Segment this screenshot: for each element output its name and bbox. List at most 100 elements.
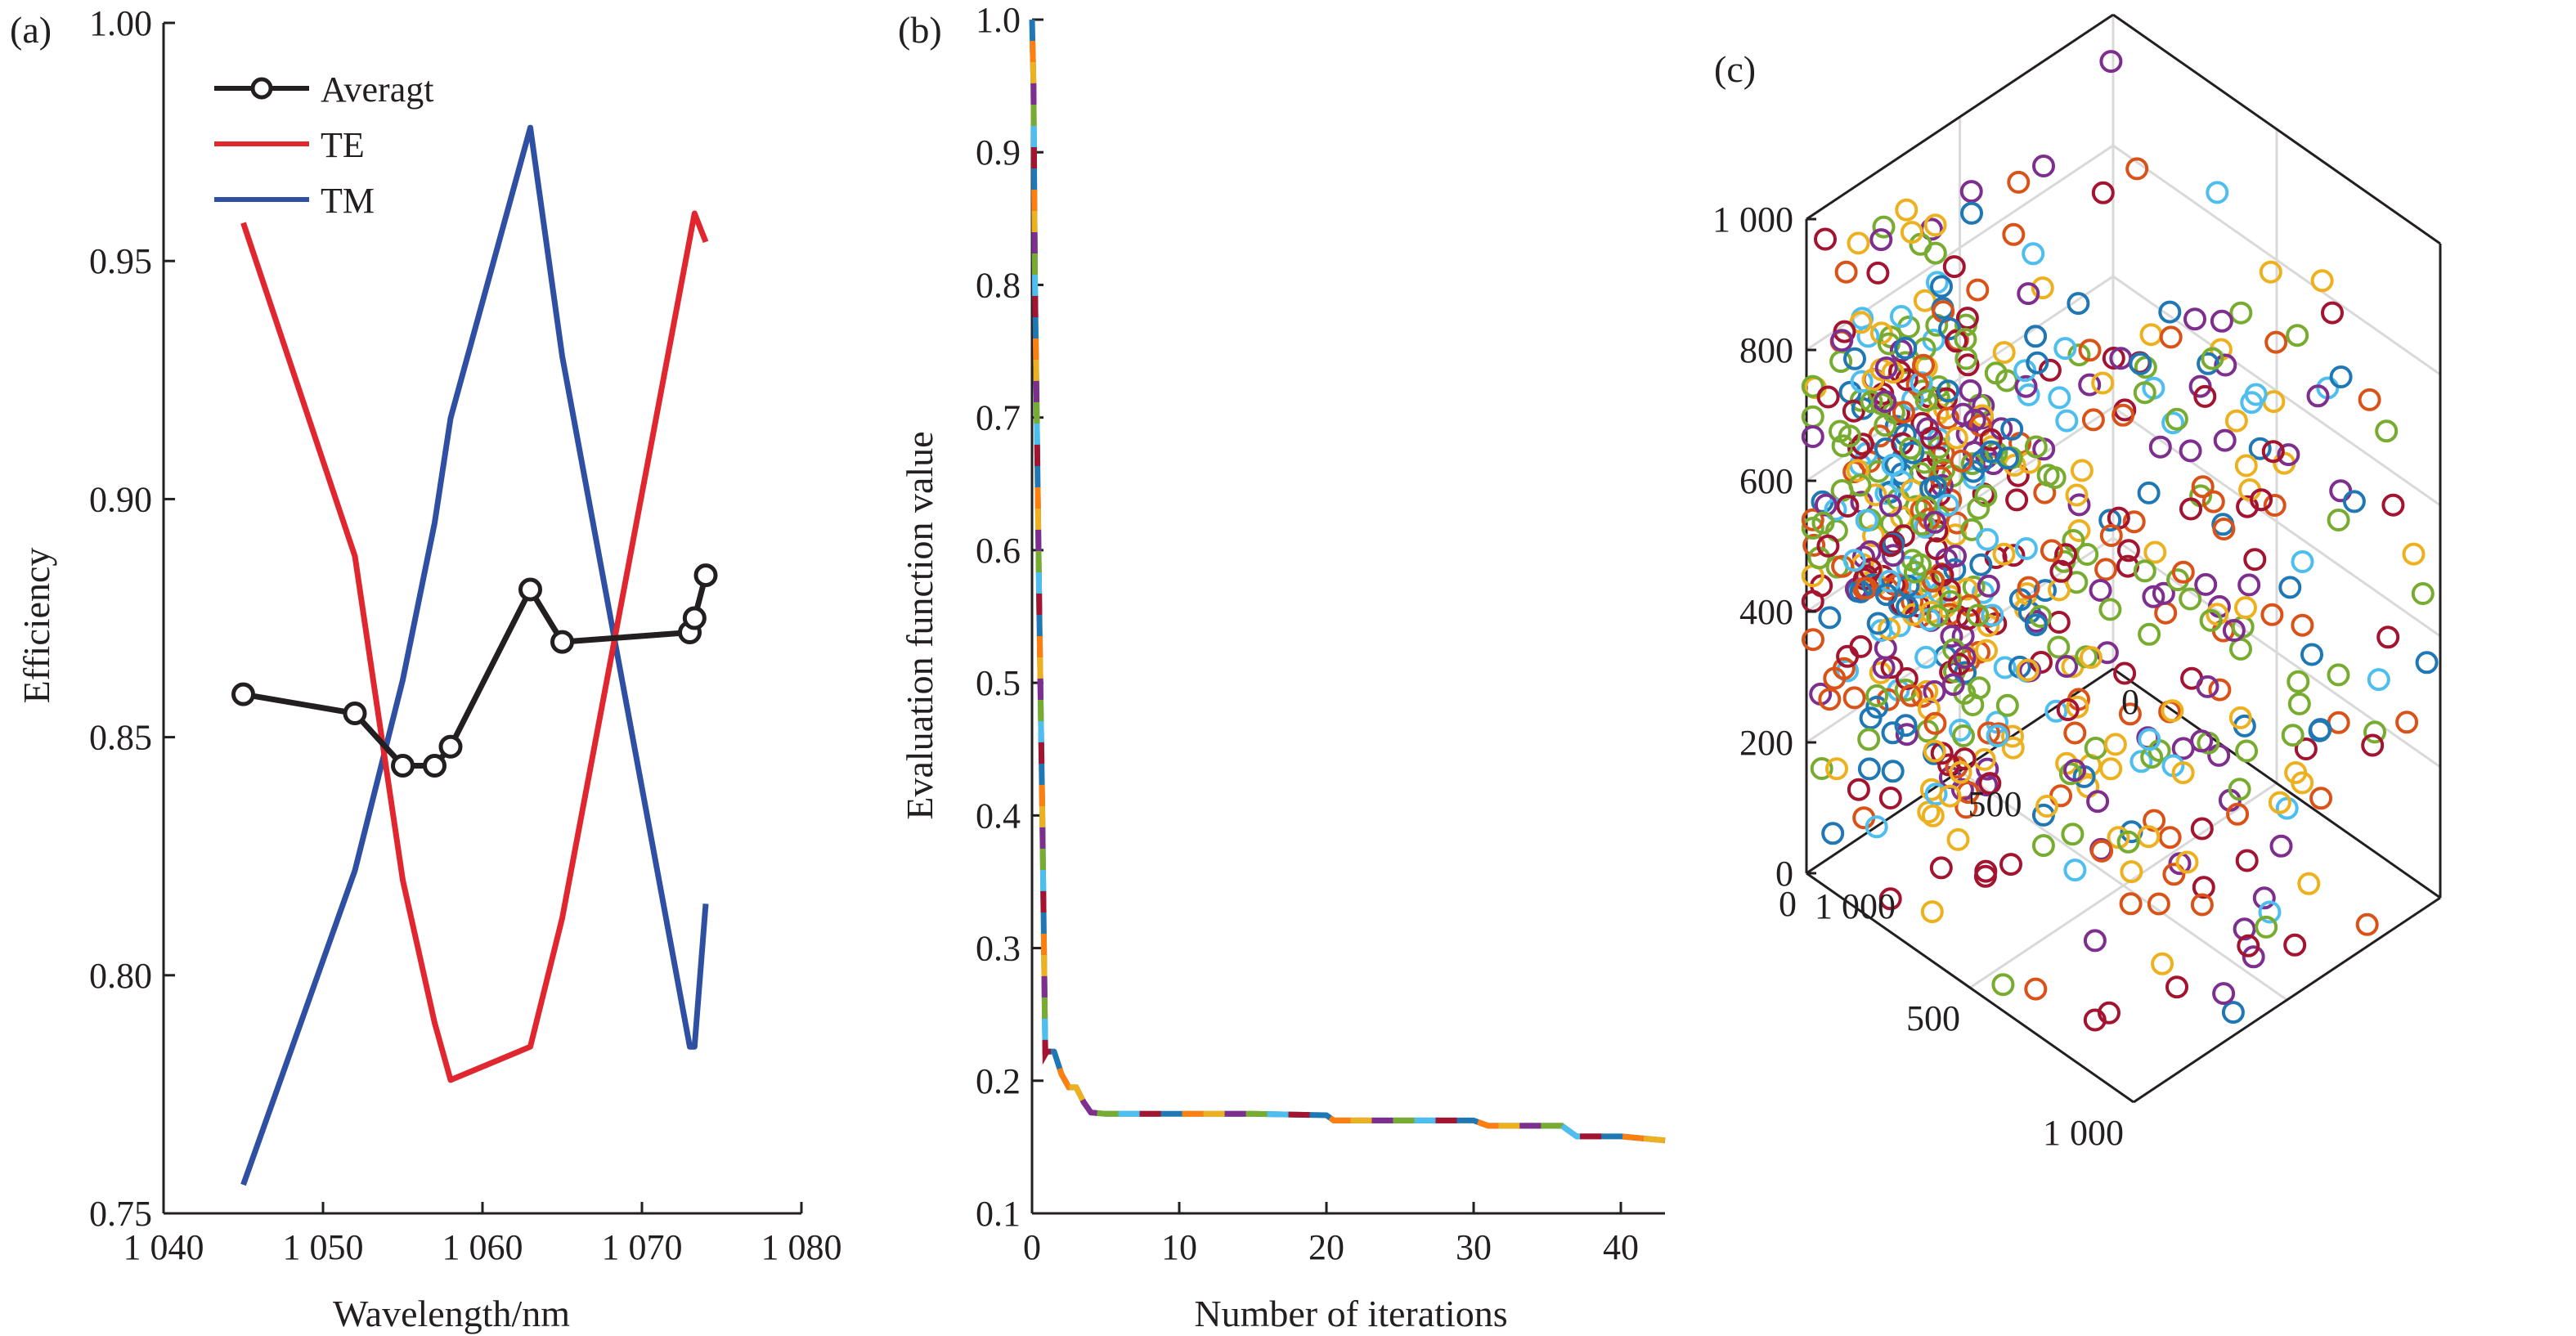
scatter-point: [2026, 351, 2049, 374]
scatter-point: [1881, 453, 1905, 477]
scatter-point: [1946, 827, 1970, 851]
scatter-point: [1910, 513, 1933, 536]
series-line-evaluation-dash: [1029, 19, 1666, 1144]
scatter-point: [2158, 300, 2182, 324]
scatter-point: [1921, 569, 1945, 593]
scatter-point: [2193, 384, 2217, 408]
scatter-point: [1974, 484, 1998, 508]
scatter-point: [1894, 336, 1918, 360]
scatter-point: [2099, 757, 2123, 781]
scatter-point: [2402, 542, 2426, 566]
scatter-point: [1937, 753, 1961, 777]
scatter-point: [2044, 699, 2068, 723]
scatter-point: [1968, 676, 1991, 700]
scatter-point: [2243, 548, 2267, 572]
panel-b-y-axis-title: Evaluation function value: [899, 431, 940, 819]
scatter-point: [2171, 761, 2195, 785]
scatter-point: [2375, 419, 2399, 443]
scatter-point: [1915, 679, 1939, 703]
scatter-point: [2248, 437, 2272, 460]
scatter-point: [2095, 641, 2119, 665]
scatter-point: [1955, 307, 1979, 330]
scatter-point: [1912, 353, 1935, 377]
panel-a-x-tick-label: 1 050: [283, 1227, 364, 1267]
scatter-point: [2234, 454, 2258, 477]
scatter-point: [2151, 952, 2174, 975]
scatter-point: [2327, 663, 2350, 687]
scatter-point: [2212, 982, 2236, 1006]
scatter-point: [2297, 872, 2321, 895]
scatter-point: [2043, 466, 2067, 490]
scatter-point: [2415, 651, 2439, 675]
scatter-point: [2142, 585, 2165, 608]
scatter-point: [2139, 323, 2163, 347]
scatter-point: [1949, 760, 1972, 784]
legend-marker-averagt: [250, 77, 273, 100]
box-edge: [2112, 667, 2441, 899]
scatter-point: [2031, 834, 2055, 858]
panel-a-x-axis-title: Wavelength/nm: [333, 1293, 570, 1334]
scatter-point: [2281, 724, 2304, 747]
scatter-point: [1855, 576, 1878, 600]
scatter-point: [1810, 757, 1833, 780]
scatter-point: [1834, 260, 1858, 284]
scatter-point: [2058, 762, 2082, 786]
scatter-point: [1842, 399, 1865, 423]
scatter-point: [2207, 743, 2231, 767]
panel-a-y-axis-title: Efficiency: [16, 548, 57, 704]
panel-b-x-tick-label: 40: [1603, 1227, 1639, 1267]
scatter-point: [1914, 388, 1938, 412]
scatter-point: [2228, 706, 2252, 729]
scatter-point: [2190, 893, 2214, 917]
z-tick-label: 600: [1739, 461, 1793, 501]
scatter-point: [1992, 341, 2016, 365]
scatter-point: [1936, 493, 1959, 517]
scatter-point: [1966, 603, 1990, 627]
scatter-point: [1895, 198, 1919, 222]
scatter-point: [2014, 537, 2038, 560]
scatter-point: [2250, 488, 2273, 512]
scatter-point: [1899, 437, 1923, 460]
scatter-point: [1829, 350, 1853, 374]
scatter-point: [2381, 493, 2405, 517]
x-tick-label: 500: [1968, 784, 2022, 824]
scatter-point: [1899, 684, 1923, 707]
data-point-averagt: [231, 682, 255, 706]
scatter-point: [2086, 790, 2110, 814]
scatter-point: [1981, 603, 2004, 627]
scatter-point: [1923, 475, 1947, 499]
scatter-point: [2269, 834, 2293, 858]
panel-b-axes: [1030, 20, 1665, 1215]
panel-b-y-tick-label: 0.4: [976, 796, 1021, 836]
scatter-point: [1802, 628, 1824, 652]
scatter-point: [1866, 261, 1890, 285]
scatter-point: [1977, 574, 2000, 598]
legend-label-te: TE: [321, 125, 365, 165]
scatter-point: [2129, 750, 2153, 773]
panel-b-x-axis-title: Number of iterations: [1194, 1293, 1507, 1334]
scatter-point: [2076, 543, 2099, 566]
panel-b-x-tick-label: 0: [1023, 1227, 1041, 1267]
scatter-point: [2024, 977, 2048, 1001]
scatter-point: [2196, 675, 2219, 698]
z-tick-label: 400: [1739, 592, 1793, 632]
scatter-point: [1882, 544, 1905, 567]
scatter-point: [2214, 353, 2237, 377]
scatter-point: [1930, 275, 1953, 298]
scatter-point: [2179, 587, 2202, 611]
scatter-point: [2244, 383, 2268, 406]
scatter-point: [1955, 577, 1979, 601]
scatter-point: [2197, 352, 2220, 375]
box-edge: [1806, 872, 2134, 1104]
scatter-point: [1865, 684, 1889, 707]
scatter-point: [2056, 698, 2080, 721]
scatter-point: [1825, 757, 1848, 781]
scatter-point: [2049, 784, 2072, 808]
scatter-point: [2158, 826, 2182, 850]
panel-a-series: [231, 124, 718, 1186]
scatter-point: [1870, 392, 1894, 416]
scatter-point: [1830, 329, 1854, 352]
series-line-evaluation-dash: [1029, 19, 1666, 1144]
scatter-point: [1923, 241, 1947, 265]
